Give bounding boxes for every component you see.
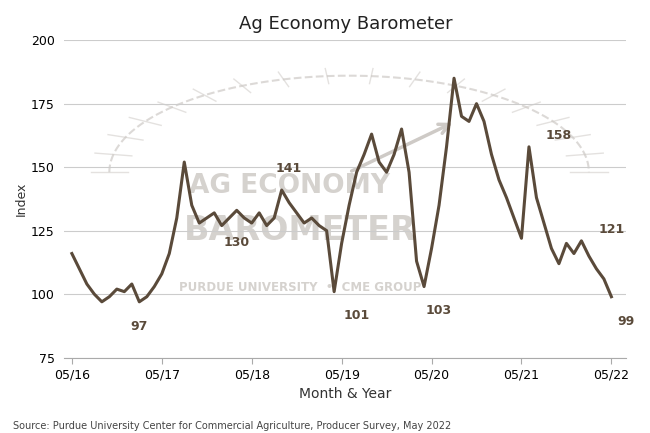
Text: BAROMETER: BAROMETER [184,214,417,247]
Text: PURDUE UNIVERSITY  •  CME GROUP: PURDUE UNIVERSITY • CME GROUP [179,281,422,294]
Text: AG ECONOMY: AG ECONOMY [188,173,390,199]
Text: Source: Purdue University Center for Commercial Agriculture, Producer Survey, Ma: Source: Purdue University Center for Com… [13,421,451,431]
Text: 101: 101 [343,310,370,323]
Text: 97: 97 [131,320,148,333]
Text: 130: 130 [224,236,250,249]
Y-axis label: Index: Index [15,182,28,216]
Text: 158: 158 [546,129,572,142]
Text: 99: 99 [618,314,635,327]
Title: Ag Economy Barometer: Ag Economy Barometer [239,15,452,33]
Text: 121: 121 [598,223,625,236]
Text: 103: 103 [426,304,452,317]
X-axis label: Month & Year: Month & Year [299,387,391,401]
Text: 141: 141 [276,162,302,175]
